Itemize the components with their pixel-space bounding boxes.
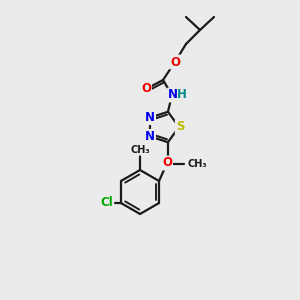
Text: O: O	[141, 82, 151, 94]
Text: H: H	[177, 88, 187, 101]
Text: N: N	[145, 130, 155, 143]
Text: CH₃: CH₃	[188, 159, 208, 169]
Text: N: N	[168, 88, 178, 101]
Text: O: O	[162, 157, 172, 169]
Text: N: N	[145, 111, 155, 124]
Text: CH₃: CH₃	[130, 145, 150, 155]
Text: S: S	[176, 121, 184, 134]
Text: O: O	[170, 56, 180, 68]
Text: Cl: Cl	[100, 196, 113, 209]
